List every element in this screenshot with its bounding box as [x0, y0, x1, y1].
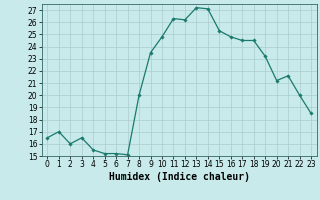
X-axis label: Humidex (Indice chaleur): Humidex (Indice chaleur) [109, 172, 250, 182]
